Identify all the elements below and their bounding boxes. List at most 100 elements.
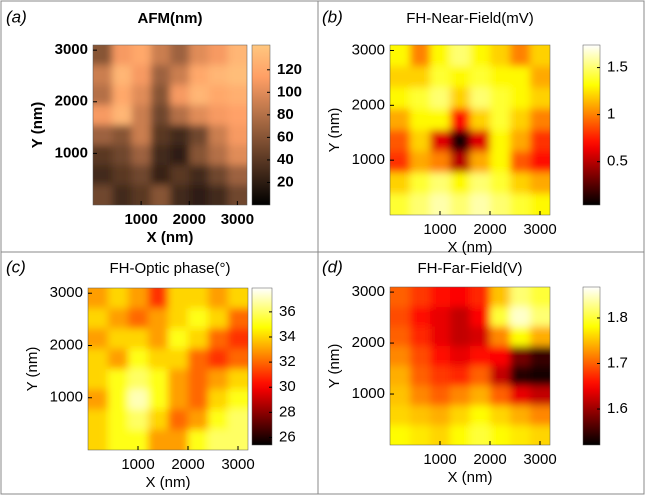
heat-cell <box>131 145 152 166</box>
heat-cell <box>490 385 511 406</box>
heat-cell <box>490 66 511 88</box>
y-tick-label: 1000 <box>352 151 385 168</box>
heat-cell <box>112 45 132 66</box>
x-axis-label: X (nm) <box>448 469 493 486</box>
heat-cell <box>189 185 209 205</box>
y-tick-label: 2000 <box>50 336 83 353</box>
heat-cell <box>530 425 550 445</box>
heat-cell <box>150 65 171 86</box>
heat-cell <box>450 405 471 426</box>
heat-cell <box>88 369 109 390</box>
heat-cell <box>410 172 431 195</box>
heat-cell <box>112 145 132 166</box>
heat-cell <box>188 409 209 431</box>
heat-cell <box>189 125 209 146</box>
heat-cell <box>208 105 229 126</box>
heat-cell <box>510 385 531 406</box>
x-tick-label: 3000 <box>523 451 556 468</box>
heat-cell <box>108 348 129 370</box>
colorbar-tick-label: 1.8 <box>607 309 628 326</box>
colorbar <box>582 286 601 446</box>
heat-cell <box>390 87 411 110</box>
colorbar-tick-label: 80 <box>277 106 294 123</box>
heat-cell <box>510 66 531 88</box>
heat-cell <box>150 45 171 66</box>
y-tick-label: 3000 <box>352 283 385 300</box>
heat-cell <box>170 185 190 205</box>
heat-cell <box>227 105 247 126</box>
heat-cell <box>228 429 248 450</box>
heat-cell <box>150 125 171 146</box>
heat-cell <box>170 125 190 146</box>
heat-cell <box>168 389 189 410</box>
colorbar-tick-label: 0.5 <box>607 153 628 170</box>
heat-cell <box>112 85 132 106</box>
heat-cell <box>510 306 531 327</box>
heat-cell <box>228 409 248 431</box>
heat-cell <box>150 185 171 205</box>
heat-cell <box>490 287 511 308</box>
heat-cell <box>450 87 471 110</box>
heat-cell <box>93 145 113 166</box>
heat-cell <box>188 308 209 329</box>
heat-cell <box>168 369 189 390</box>
colorbar-tick-label: 20 <box>277 173 294 190</box>
heat-cell <box>128 328 149 350</box>
heat-cell <box>410 193 431 215</box>
heat-cell <box>410 366 431 387</box>
heat-cell <box>530 66 550 88</box>
heat-cell <box>510 45 531 67</box>
heat-cell <box>510 87 531 110</box>
panel-label: (c) <box>6 257 26 276</box>
heat-cell <box>410 425 431 445</box>
heat-cell <box>450 306 471 327</box>
heat-cell <box>188 288 209 309</box>
heat-cell <box>470 385 491 406</box>
heat-cell <box>208 85 229 106</box>
heat-cell <box>430 108 451 131</box>
heat-cell <box>530 405 550 426</box>
heat-cell <box>530 151 550 173</box>
heat-cell <box>510 193 531 215</box>
heat-cell <box>510 151 531 173</box>
heat-cell <box>390 366 411 387</box>
heat-cell <box>530 346 550 367</box>
heat-cell <box>510 172 531 195</box>
heat-cell <box>430 130 451 152</box>
heat-cell <box>208 288 229 309</box>
heat-cell <box>390 306 411 327</box>
heat-cell <box>430 306 451 327</box>
heat-cell <box>88 348 109 370</box>
plot-border <box>389 286 551 446</box>
heat-cell <box>93 185 113 205</box>
heat-cell <box>490 366 511 387</box>
x-tick-label: 3000 <box>523 221 556 238</box>
heat-cell <box>168 348 189 370</box>
heat-cell <box>470 130 491 152</box>
heat-cell <box>228 389 248 410</box>
colorbar <box>251 44 271 206</box>
y-axis-label: Y (nm) <box>29 102 46 148</box>
heat-cell <box>490 172 511 195</box>
heat-cell <box>530 385 550 406</box>
panel-label: (a) <box>6 7 27 26</box>
heat-cell <box>93 165 113 186</box>
heat-cell <box>510 130 531 152</box>
colorbar-tick-label: 1.5 <box>607 59 628 76</box>
heat-cell <box>208 125 229 146</box>
heat-cell <box>470 405 491 426</box>
heat-cell <box>410 108 431 131</box>
heat-cell <box>227 65 247 86</box>
heat-cell <box>131 45 152 66</box>
heat-cell <box>88 328 109 350</box>
heat-cell <box>430 45 451 67</box>
heat-cell <box>450 108 471 131</box>
heat-cell <box>112 125 132 146</box>
heat-cell <box>470 45 491 67</box>
heat-cell <box>510 425 531 445</box>
heat-cell <box>150 105 171 126</box>
heat-cell <box>93 85 113 106</box>
x-axis-label: X (nm) <box>147 229 194 246</box>
heat-cell <box>470 151 491 173</box>
